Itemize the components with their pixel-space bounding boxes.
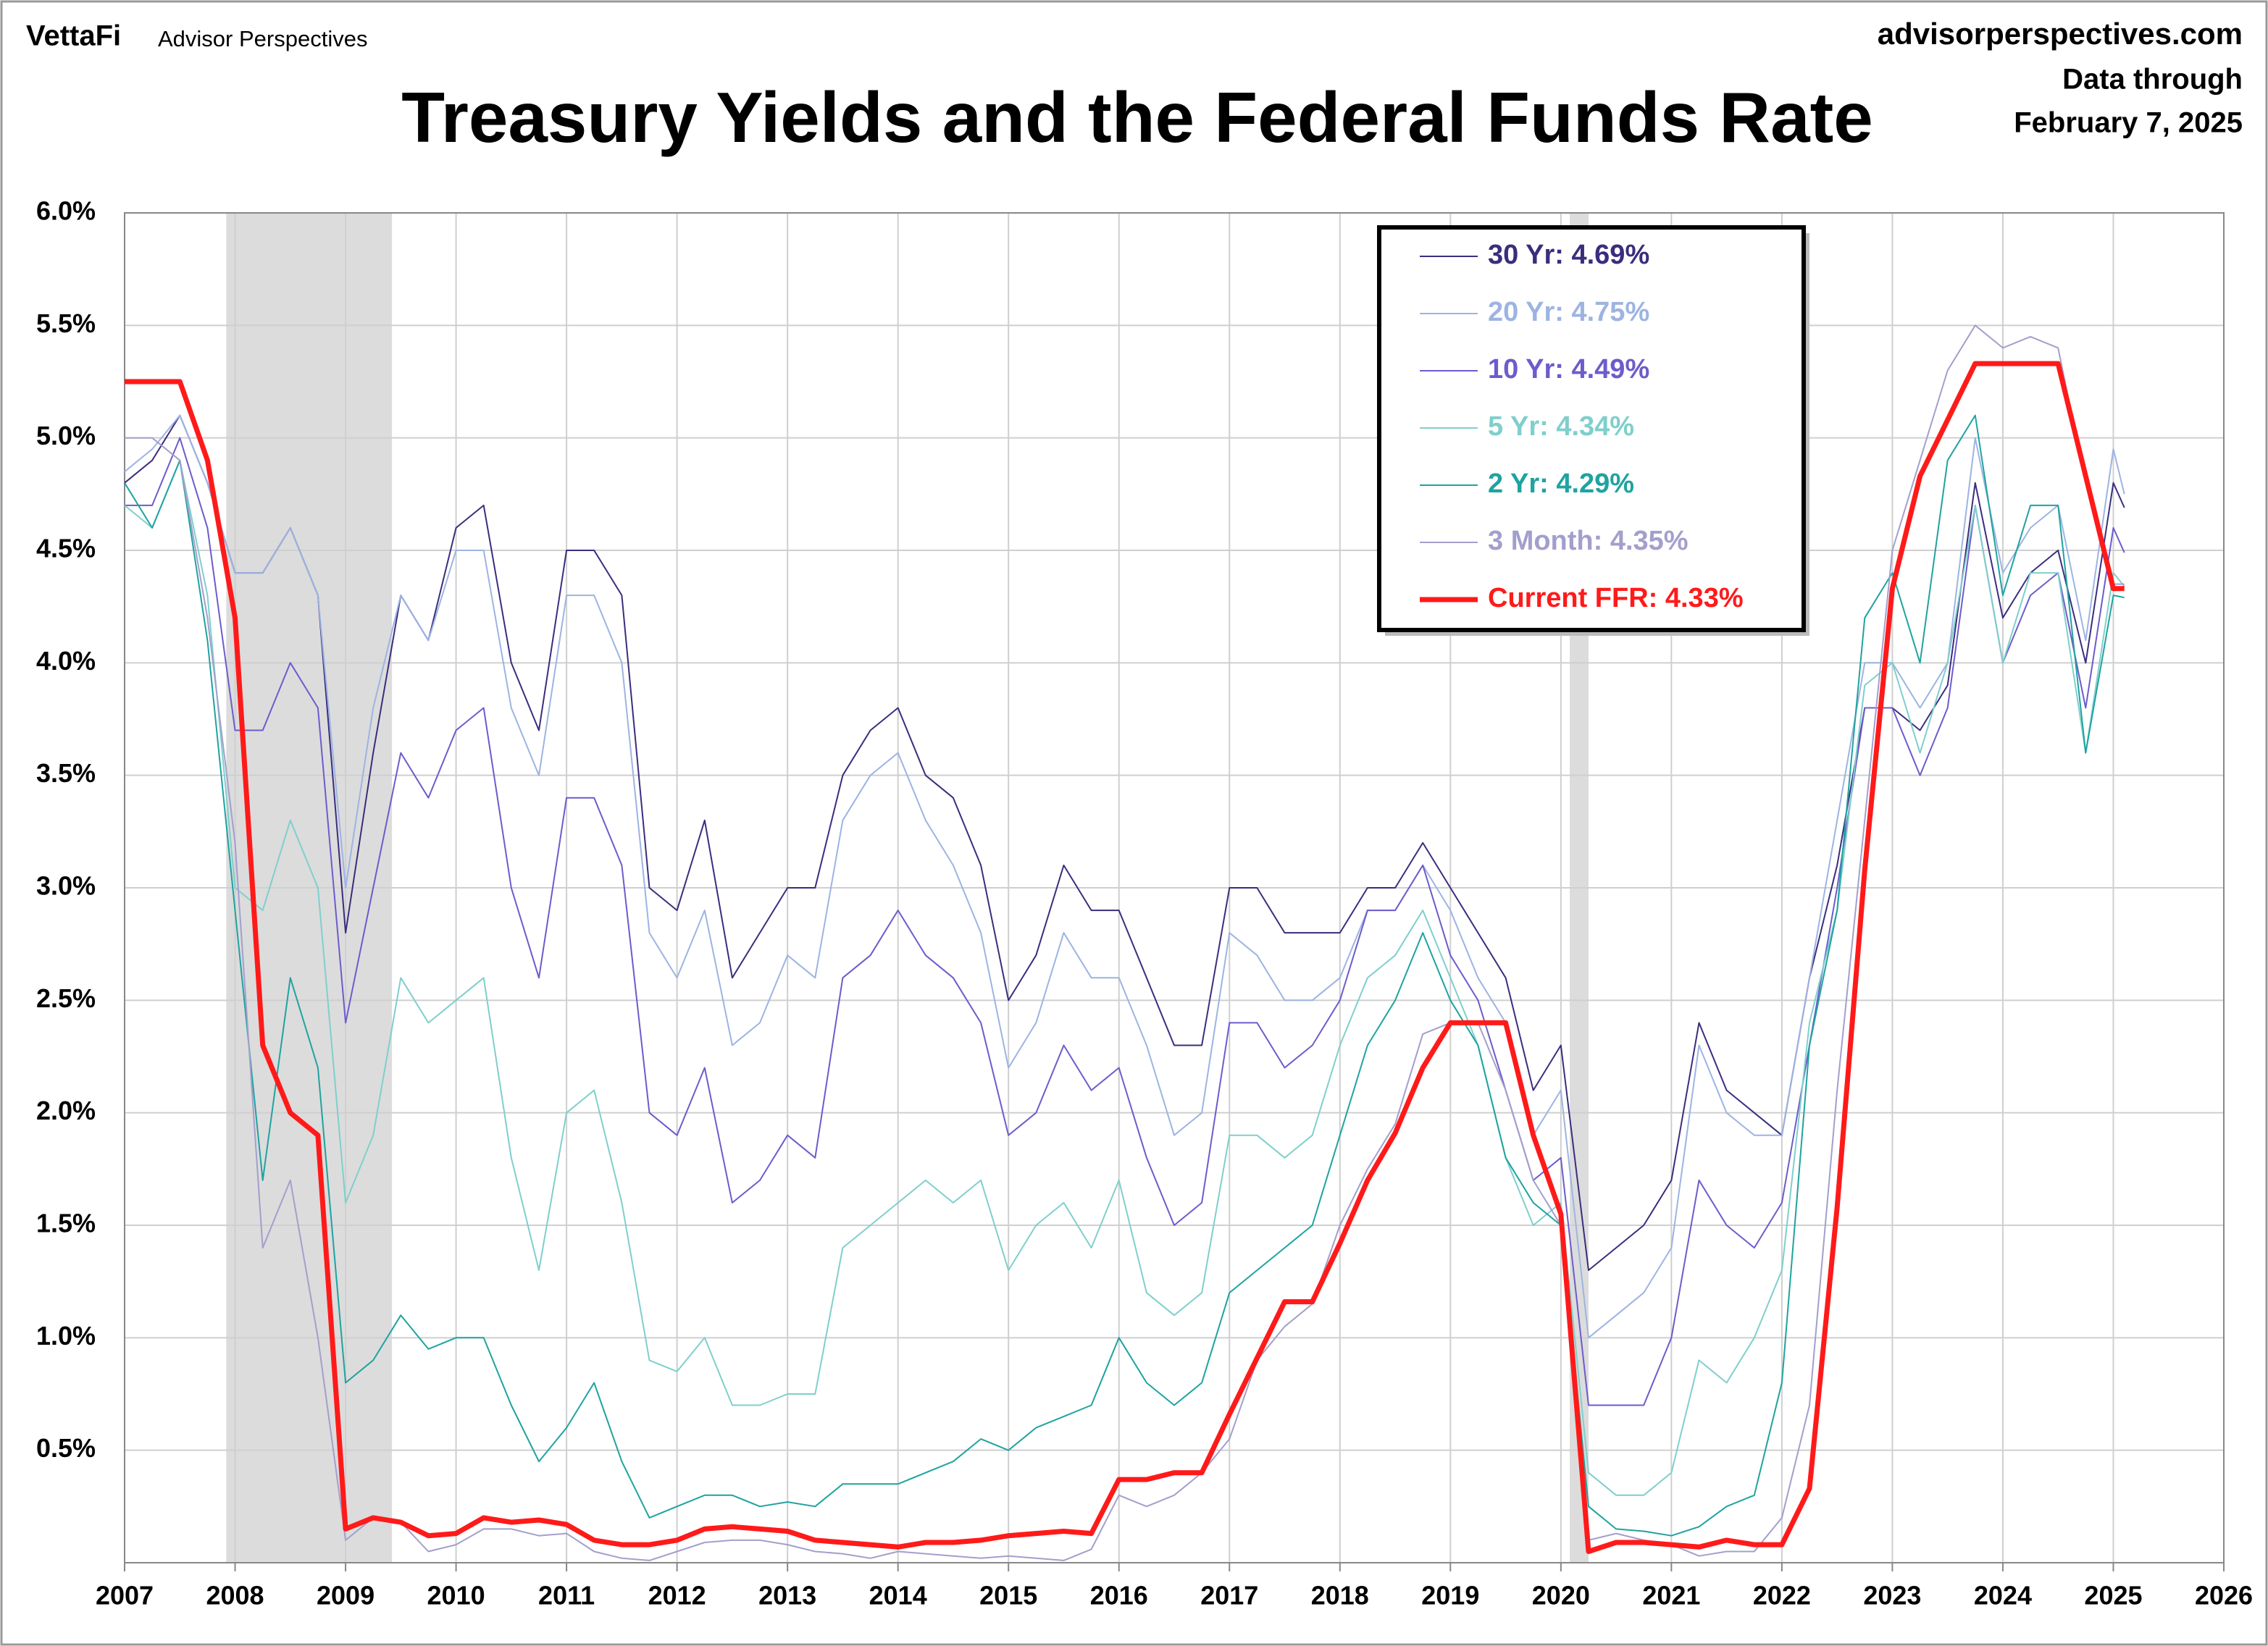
x-tick-label: 2019 <box>1421 1581 1479 1611</box>
x-tick-label: 2014 <box>869 1581 927 1611</box>
x-tick-label: 2023 <box>1863 1581 1921 1611</box>
y-tick-label: 1.5% <box>36 1209 96 1238</box>
x-tick-label: 2017 <box>1200 1581 1258 1611</box>
legend-label: 2 Yr: 4.29% <box>1488 469 1634 499</box>
x-tick-label: 2016 <box>1090 1581 1148 1611</box>
y-tick-label: 0.5% <box>36 1433 96 1463</box>
series-line <box>125 437 2125 1406</box>
x-tick-label: 2015 <box>979 1581 1037 1611</box>
series-line <box>124 414 2125 1537</box>
x-tick-label: 2021 <box>1642 1581 1700 1611</box>
x-tick-label: 2012 <box>648 1581 706 1611</box>
y-tick-label: 3.0% <box>36 871 96 901</box>
y-tick-label: 4.0% <box>36 646 96 676</box>
series-line <box>124 414 2125 1339</box>
series-line <box>125 361 2125 1554</box>
x-tick-label: 2026 <box>2195 1581 2253 1611</box>
data-through: Data through <box>2062 64 2243 96</box>
x-tick-label: 2025 <box>2084 1581 2142 1611</box>
legend-label: 10 Yr: 4.49% <box>1488 354 1649 385</box>
y-tick-label: 4.5% <box>36 534 96 563</box>
brand: VettaFi <box>26 20 121 52</box>
x-tick-label: 2022 <box>1753 1581 1811 1611</box>
series-line <box>124 459 2125 1496</box>
y-tick-label: 2.5% <box>36 983 96 1013</box>
data-date: February 7, 2025 <box>2014 107 2243 139</box>
legend-label: 30 Yr: 4.69% <box>1488 240 1649 270</box>
site: advisorperspectives.com <box>1878 17 2243 51</box>
y-tick-label: 5.0% <box>36 421 96 450</box>
chart-title: Treasury Yields and the Federal Funds Ra… <box>401 77 1872 157</box>
x-tick-label: 2011 <box>538 1581 595 1611</box>
series-line <box>125 324 2125 1561</box>
x-tick-label: 2009 <box>317 1581 374 1611</box>
legend-label: Current FFR: 4.33% <box>1488 583 1744 613</box>
x-tick-label: 2020 <box>1532 1581 1590 1611</box>
legend-label: 3 Month: 4.35% <box>1488 526 1689 556</box>
x-tick-label: 2013 <box>758 1581 816 1611</box>
x-tick-label: 2024 <box>1974 1581 2032 1611</box>
plot-border <box>124 212 2225 1563</box>
x-tick-label: 2018 <box>1311 1581 1369 1611</box>
y-tick-label: 6.0% <box>36 196 96 226</box>
x-tick-label: 2010 <box>427 1581 485 1611</box>
legend-label: 5 Yr: 4.34% <box>1488 411 1634 442</box>
y-tick-label: 2.0% <box>36 1096 96 1125</box>
x-tick-label: 2008 <box>206 1581 264 1611</box>
legend-label: 20 Yr: 4.75% <box>1488 297 1649 327</box>
y-tick-label: 1.0% <box>36 1321 96 1351</box>
y-tick-label: 3.5% <box>36 758 96 788</box>
brand-sub: Advisor Perspectives <box>158 26 367 51</box>
x-tick-label: 2007 <box>96 1581 154 1611</box>
y-tick-label: 5.5% <box>36 308 96 338</box>
